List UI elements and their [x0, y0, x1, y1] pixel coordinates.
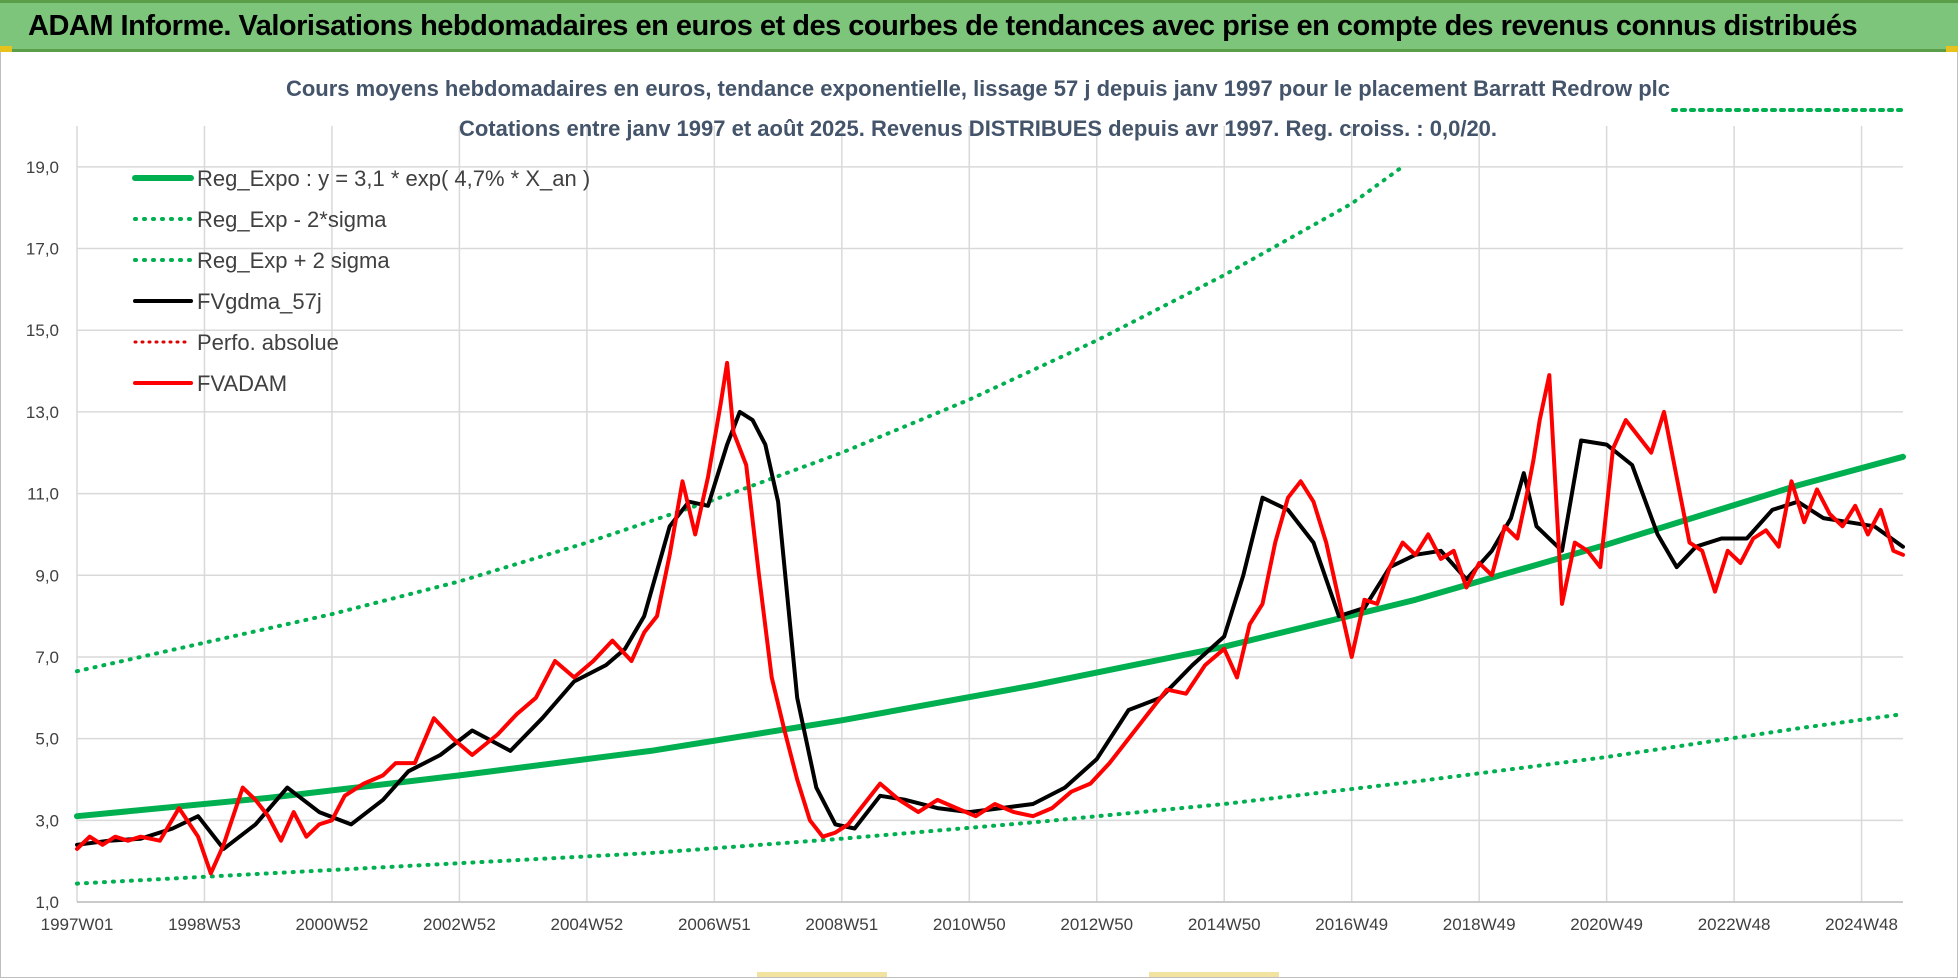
- x-tick-label: 2008W51: [805, 915, 878, 934]
- series-line-3: [75, 409, 1905, 851]
- tick-labels: 1,0 3,0 5,0 7,0 9,0 11,0 13,0 15,0 17,0 19,0 1997W…: [26, 158, 1898, 934]
- y-tick-label: 11,0: [27, 485, 59, 504]
- y-tick-label: 1,0: [35, 893, 59, 912]
- x-tick-label: 2002W52: [423, 915, 496, 934]
- y-tick-label: 15,0: [26, 321, 59, 340]
- app-header: ADAM Informe. Valorisations hebdomadaire…: [0, 0, 1958, 52]
- y-tick-label: 19,0: [26, 158, 59, 177]
- x-tick-label: 2016W49: [1315, 915, 1388, 934]
- y-tick-label: 5,0: [35, 730, 59, 749]
- legend-label: FVADAM: [197, 371, 287, 396]
- corner-mark-left: [0, 46, 12, 52]
- x-tick-label: 2014W50: [1188, 915, 1261, 934]
- app-title: ADAM Informe. Valorisations hebdomadaire…: [28, 10, 1858, 42]
- chart-title: Cours moyens hebdomadaires en euros, ten…: [286, 76, 1670, 101]
- x-tick-label: 1998W53: [168, 915, 241, 934]
- legend-label: Reg_Expo : y = 3,1 * exp( 4,7% * X_an ): [197, 166, 590, 191]
- series-line-2: [75, 166, 1402, 674]
- y-tick-label: 13,0: [26, 403, 59, 422]
- x-tick-label: 2020W49: [1570, 915, 1643, 934]
- series-line-1: [75, 712, 1905, 886]
- y-tick-label: 9,0: [35, 566, 59, 585]
- chart-subtitle: Cotations entre janv 1997 et août 2025. …: [459, 116, 1497, 141]
- legend-label: Perfo. absolue: [197, 330, 339, 355]
- series-layer: [74, 166, 1906, 886]
- chart-area: 1,0 3,0 5,0 7,0 9,0 11,0 13,0 15,0 17,0 19,0 1997W…: [0, 52, 1958, 978]
- legend-label: Reg_Exp - 2*sigma: [197, 207, 387, 232]
- y-tick-label: 3,0: [35, 811, 59, 830]
- x-tick-label: 2000W52: [296, 915, 369, 934]
- bottom-accent-left: [757, 972, 887, 977]
- x-tick-label: 2006W51: [678, 915, 751, 934]
- grid: [76, 126, 1903, 903]
- legend: Reg_Expo : y = 3,1 * exp( 4,7% * X_an ) R…: [132, 166, 590, 396]
- y-tick-label: 17,0: [26, 240, 59, 259]
- legend-label: FVgdma_57j: [197, 289, 322, 314]
- legend-label: Reg_Exp + 2 sigma: [197, 248, 390, 273]
- x-tick-label: 1997W01: [41, 915, 114, 934]
- x-tick-label: 2022W48: [1698, 915, 1771, 934]
- x-tick-label: 2004W52: [550, 915, 623, 934]
- x-tick-label: 2010W50: [933, 915, 1006, 934]
- y-tick-label: 7,0: [35, 648, 59, 667]
- series-line-5: [75, 360, 1905, 876]
- chart-svg: 1,0 3,0 5,0 7,0 9,0 11,0 13,0 15,0 17,0 19,0 1997W…: [26, 76, 1906, 934]
- bottom-accent-right: [1149, 972, 1279, 977]
- series-line-0: [74, 453, 1906, 820]
- x-tick-label: 2012W50: [1060, 915, 1133, 934]
- x-tick-label: 2018W49: [1443, 915, 1516, 934]
- corner-mark-right: [1946, 46, 1958, 52]
- x-tick-label: 2024W48: [1825, 915, 1898, 934]
